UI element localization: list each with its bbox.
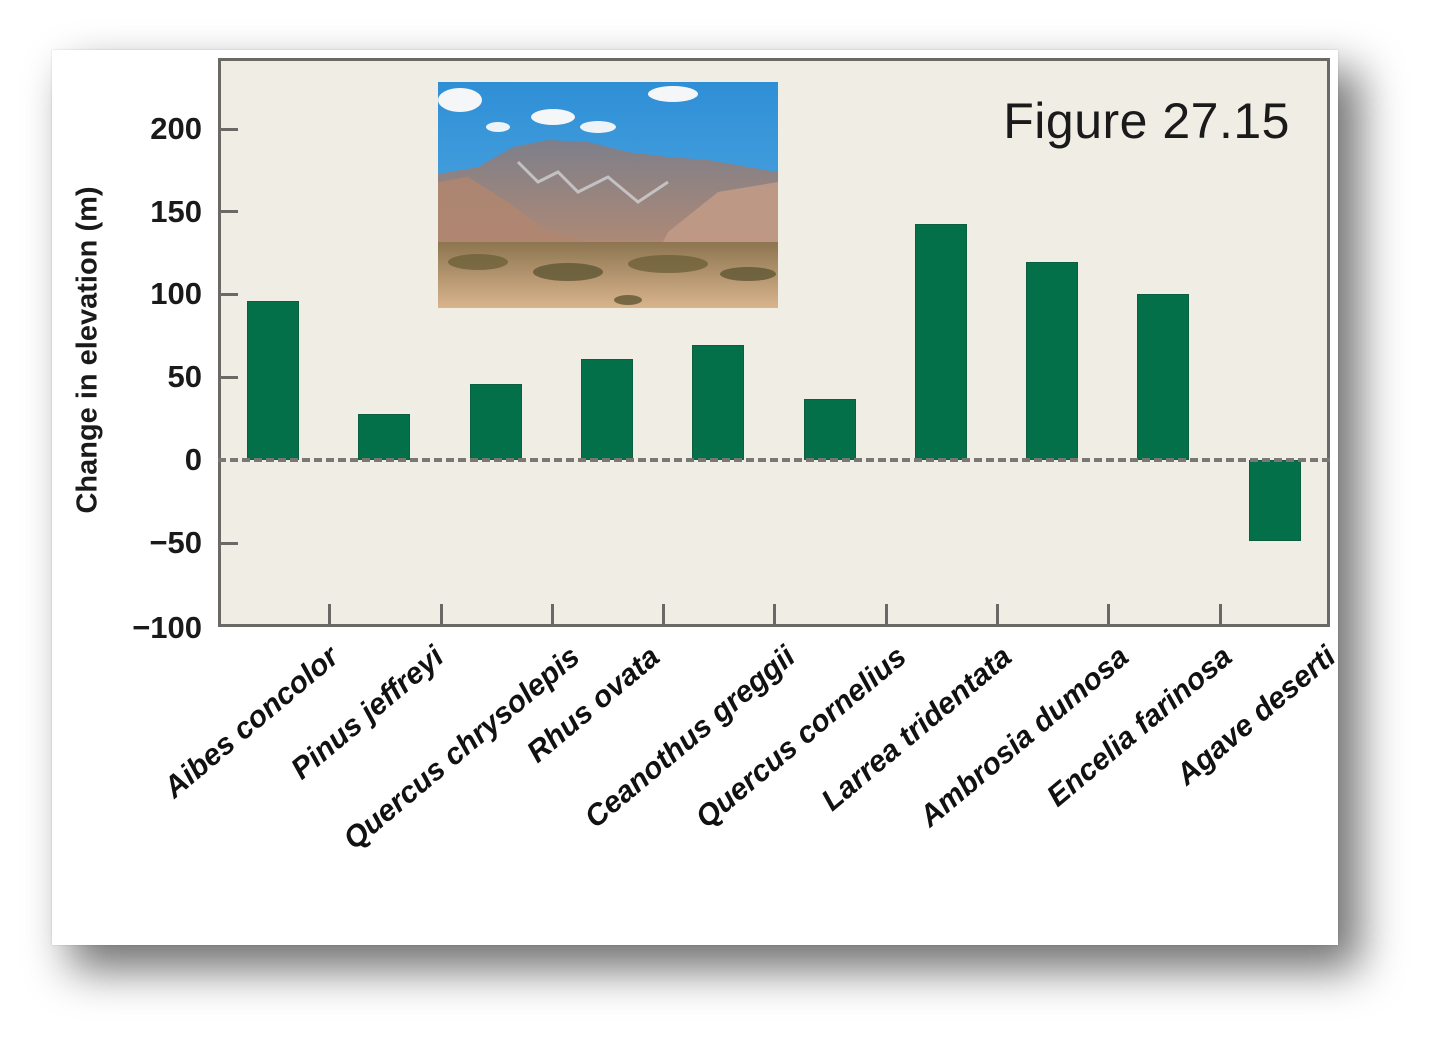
bar (692, 345, 745, 460)
x-tick (551, 604, 554, 626)
x-tick (885, 604, 888, 626)
y-axis-title: Change in elevation (m) (71, 186, 104, 514)
y-tick-label: −50 (149, 525, 202, 560)
bar (1248, 460, 1301, 542)
bar (803, 398, 856, 460)
y-tick-neg50 (218, 542, 238, 545)
inset-photo (438, 82, 778, 308)
bar (358, 413, 411, 460)
y-tick-label: −100 (132, 610, 202, 645)
bar (247, 300, 299, 460)
y-tick-label: 100 (150, 276, 202, 311)
x-tick (773, 604, 776, 626)
figure-label: Figure 27.15 (1003, 93, 1290, 149)
y-tick-label: 0 (184, 442, 202, 477)
y-tick-label: 50 (167, 359, 202, 394)
x-tick (662, 604, 665, 626)
x-tick (440, 604, 443, 626)
bar (1137, 294, 1190, 460)
y-tick-200 (218, 128, 238, 131)
bar (469, 383, 522, 460)
x-tick (1107, 604, 1110, 626)
bar (580, 358, 633, 460)
zero-reference-line (218, 458, 1330, 462)
x-tick (1219, 604, 1222, 626)
x-tick (328, 604, 331, 626)
y-tick-100 (218, 293, 238, 296)
y-tick-label: 200 (150, 111, 202, 146)
desert-landscape-image (438, 82, 778, 308)
y-tick-label: 150 (150, 194, 202, 229)
y-tick-50 (218, 376, 238, 379)
y-tick-150 (218, 210, 238, 213)
bar (914, 224, 967, 460)
x-tick (996, 604, 999, 626)
bar (1026, 262, 1079, 460)
